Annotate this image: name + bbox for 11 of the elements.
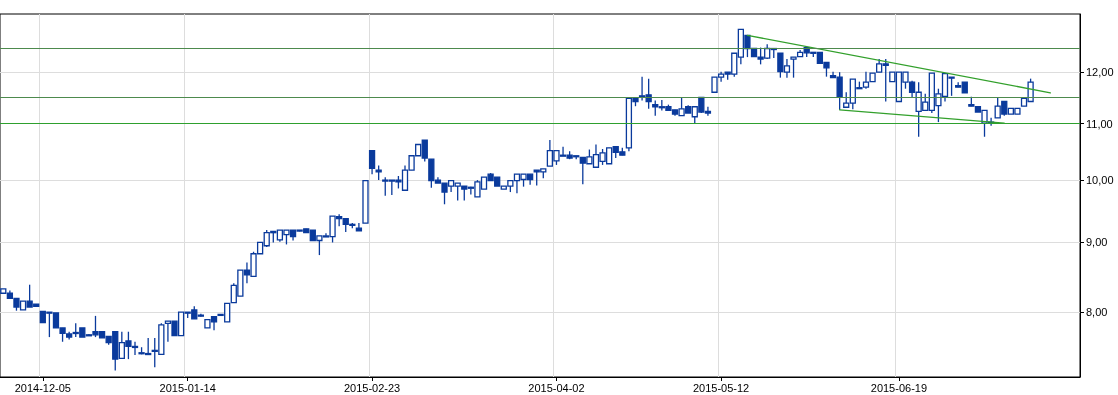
x-tick-label: 2015-05-12 (692, 381, 750, 394)
x-tick-label: 2014-12-05 (14, 381, 71, 394)
x-tick-label: 2015-01-14 (159, 381, 216, 394)
y-tick-label: 9,00 (1086, 236, 1108, 249)
x-tick-label: 2015-06-19 (870, 381, 928, 394)
x-tick-label: 2015-02-23 (343, 381, 401, 394)
y-tick-label: 11,00 (1086, 117, 1113, 130)
y-tick-label: 8,00 (1086, 306, 1108, 319)
y-tick-label: 10,00 (1086, 174, 1114, 187)
x-tick-label: 2015-04-02 (528, 381, 585, 394)
y-tick-label: 12,00 (1086, 66, 1114, 79)
